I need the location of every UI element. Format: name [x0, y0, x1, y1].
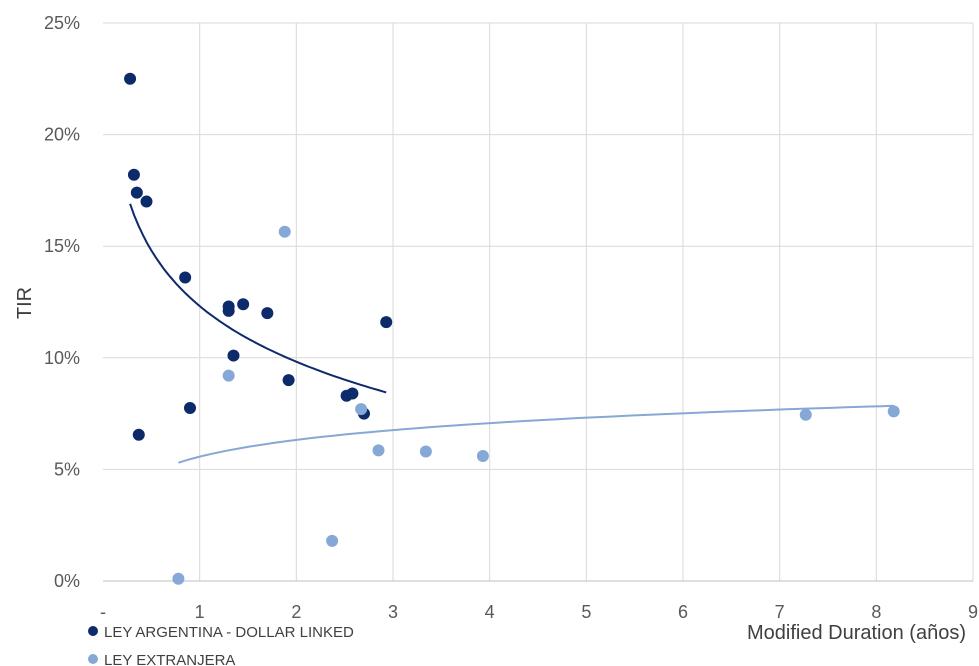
x-tick-label: 6: [678, 602, 688, 622]
data-point-series-0: [227, 349, 240, 362]
legend: LEY ARGENTINA - DOLLAR LINKED LEY EXTRAN…: [88, 624, 354, 666]
x-tick-label: 3: [388, 602, 398, 622]
data-point-series-1: [222, 369, 235, 382]
data-point-series-1: [419, 445, 432, 458]
y-tick-label: 20%: [44, 125, 80, 145]
y-tick-label: 15%: [44, 236, 80, 256]
data-point-series-0: [179, 271, 192, 284]
x-tick-label: 1: [195, 602, 205, 622]
y-axis-title: TIR: [14, 287, 36, 319]
data-point-series-0: [222, 304, 235, 317]
trendline-series-1: [178, 404, 894, 464]
data-point-series-1: [326, 534, 339, 547]
data-point-series-1: [372, 444, 385, 457]
legend-marker-ley-argentina: [88, 626, 98, 636]
data-point-series-0: [132, 428, 145, 441]
data-point-series-0: [282, 374, 295, 387]
y-tick-label: 0%: [54, 571, 80, 591]
x-tick-label: 2: [291, 602, 301, 622]
data-point-series-1: [799, 408, 812, 421]
trendlines: [129, 203, 894, 464]
data-point-series-0: [130, 186, 143, 199]
legend-marker-ley-extranjera: [88, 654, 98, 664]
x-tick-label: 4: [485, 602, 495, 622]
data-point-series-1: [355, 403, 368, 416]
x-tick-label: 8: [871, 602, 881, 622]
data-point-series-1: [887, 405, 900, 418]
trendline-series-0: [129, 203, 387, 394]
legend-label-ley-extranjera: LEY EXTRANJERA: [104, 652, 235, 666]
x-tick-label: -: [100, 602, 106, 622]
gridlines: [103, 22, 974, 581]
y-tick-label: 5%: [54, 459, 80, 479]
x-axis-title: Modified Duration (años): [747, 622, 966, 644]
legend-label-ley-argentina: LEY ARGENTINA - DOLLAR LINKED: [104, 624, 354, 641]
data-point-series-0: [124, 72, 137, 85]
data-point-series-0: [140, 195, 153, 208]
data-point-series-1: [476, 450, 489, 463]
data-point-series-0: [237, 298, 250, 311]
data-point-series-0: [380, 316, 393, 329]
x-tick-label: 9: [968, 602, 978, 622]
data-point-series-0: [261, 307, 274, 320]
y-tick-label: 10%: [44, 348, 80, 368]
tick-labels: 0% 5% 10% 15% 20% 25% - 1 2 3 4 5 6 7 8 9: [44, 13, 978, 622]
data-points: [124, 72, 900, 585]
data-point-series-0: [346, 387, 359, 400]
data-point-series-0: [127, 168, 140, 181]
data-point-series-1: [278, 225, 291, 238]
y-tick-label: 25%: [44, 13, 80, 33]
data-point-series-1: [172, 572, 185, 585]
x-tick-label: 5: [581, 602, 591, 622]
x-tick-label: 7: [775, 602, 785, 622]
data-point-series-0: [184, 402, 196, 415]
